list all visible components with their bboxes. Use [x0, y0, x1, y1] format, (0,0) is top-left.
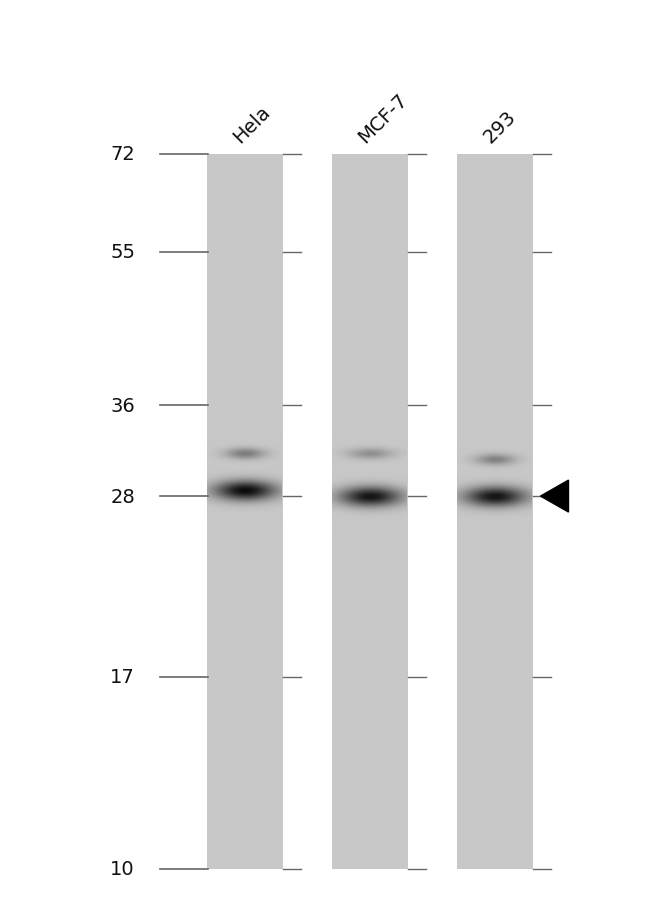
Text: 17: 17	[111, 667, 135, 686]
Bar	[333, 154, 408, 869]
Text: 293: 293	[480, 108, 519, 147]
Polygon shape	[541, 481, 569, 513]
Text: Hela: Hela	[229, 102, 274, 147]
Bar	[458, 154, 532, 869]
Text: 36: 36	[111, 396, 135, 415]
Text: MCF-7: MCF-7	[354, 90, 411, 147]
Bar	[207, 154, 283, 869]
Text: 72: 72	[111, 145, 135, 165]
Text: 55: 55	[110, 243, 135, 262]
Text: 28: 28	[111, 487, 135, 506]
Text: 10: 10	[111, 859, 135, 879]
